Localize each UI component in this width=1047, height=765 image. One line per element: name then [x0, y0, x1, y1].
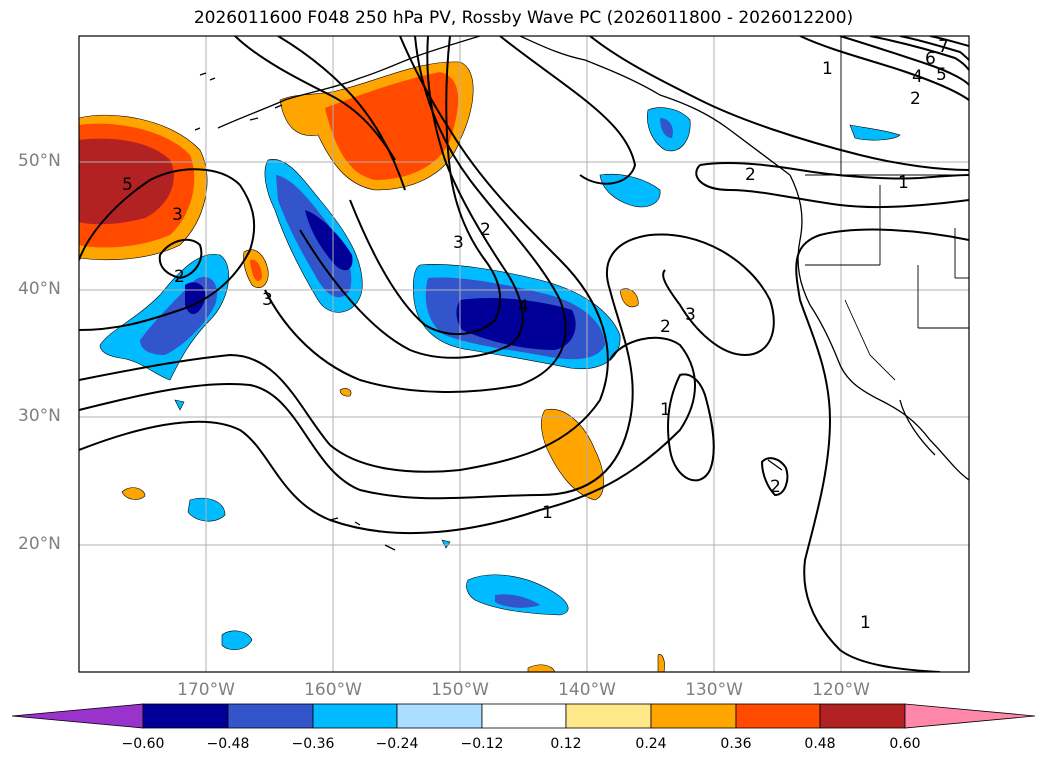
colorbar-tick: 0.24: [635, 736, 667, 752]
lon-label-160w: 160°W: [304, 680, 362, 700]
colorbar-tick: −0.48: [206, 736, 250, 752]
contour-label-3c: 3: [453, 233, 464, 253]
map-title: 2026011600 F048 250 hPa PV, Rossby Wave …: [193, 8, 854, 28]
contour-label-6: 6: [925, 49, 936, 69]
contour-label-3: 3: [172, 205, 183, 225]
lat-label-40n: 40°N: [18, 279, 61, 299]
contour-label-2f: 2: [910, 89, 921, 109]
contour-label-2b: 2: [480, 220, 491, 240]
contour-label-3b: 3: [262, 290, 273, 310]
lat-label-30n: 30°N: [18, 406, 61, 426]
colorbar-tick: −0.12: [460, 736, 504, 752]
contour-label-1b: 1: [542, 503, 553, 523]
contour-label-7: 7: [938, 37, 949, 57]
coastlines: [194, 36, 969, 551]
contour-label-2c: 2: [660, 317, 671, 337]
colorbar-tick: 0.12: [550, 736, 582, 752]
contour-label-3d: 3: [685, 305, 696, 325]
colorbar: [11, 703, 1036, 729]
contour-label-5b: 5: [936, 65, 947, 85]
contour-label-4: 4: [518, 297, 529, 317]
pv-contours: [79, 36, 969, 672]
colorbar-tick: 0.48: [804, 736, 836, 752]
contour-label-2d: 2: [770, 477, 781, 497]
lon-label-140w: 140°W: [558, 680, 616, 700]
lon-label-120w: 120°W: [812, 680, 870, 700]
contour-label-1c: 1: [860, 613, 871, 633]
contour-label-4b: 4: [912, 67, 923, 87]
colorbar-tick: −0.60: [121, 736, 165, 752]
colorbar-tick: 0.60: [889, 736, 921, 752]
lat-label-50n: 50°N: [18, 151, 61, 171]
colorbar-tick: −0.24: [375, 736, 419, 752]
lon-label-150w: 150°W: [431, 680, 489, 700]
contour-label-1: 1: [660, 400, 671, 420]
colorbar-tick: −0.36: [291, 736, 335, 752]
map-frame: [78, 35, 970, 673]
contour-labels: 5 3 2 3 3 2 4 2 3 1 1 2 1 2 1 1 2 4 5 6 …: [122, 37, 949, 633]
lat-label-20n: 20°N: [18, 534, 61, 554]
contour-label-1e: 1: [822, 59, 833, 79]
lon-label-170w: 170°W: [177, 680, 235, 700]
contour-label-2e: 2: [745, 165, 756, 185]
lon-label-130w: 130°W: [685, 680, 743, 700]
contour-label-1d: 1: [898, 173, 909, 193]
contour-label-2: 2: [174, 267, 185, 287]
colorbar-tick: 0.36: [720, 736, 752, 752]
map-area: 5 3 2 3 3 2 4 2 3 1 1 2 1 2 1 1 2 4 5 6 …: [79, 36, 969, 672]
contour-label-5: 5: [122, 175, 133, 195]
